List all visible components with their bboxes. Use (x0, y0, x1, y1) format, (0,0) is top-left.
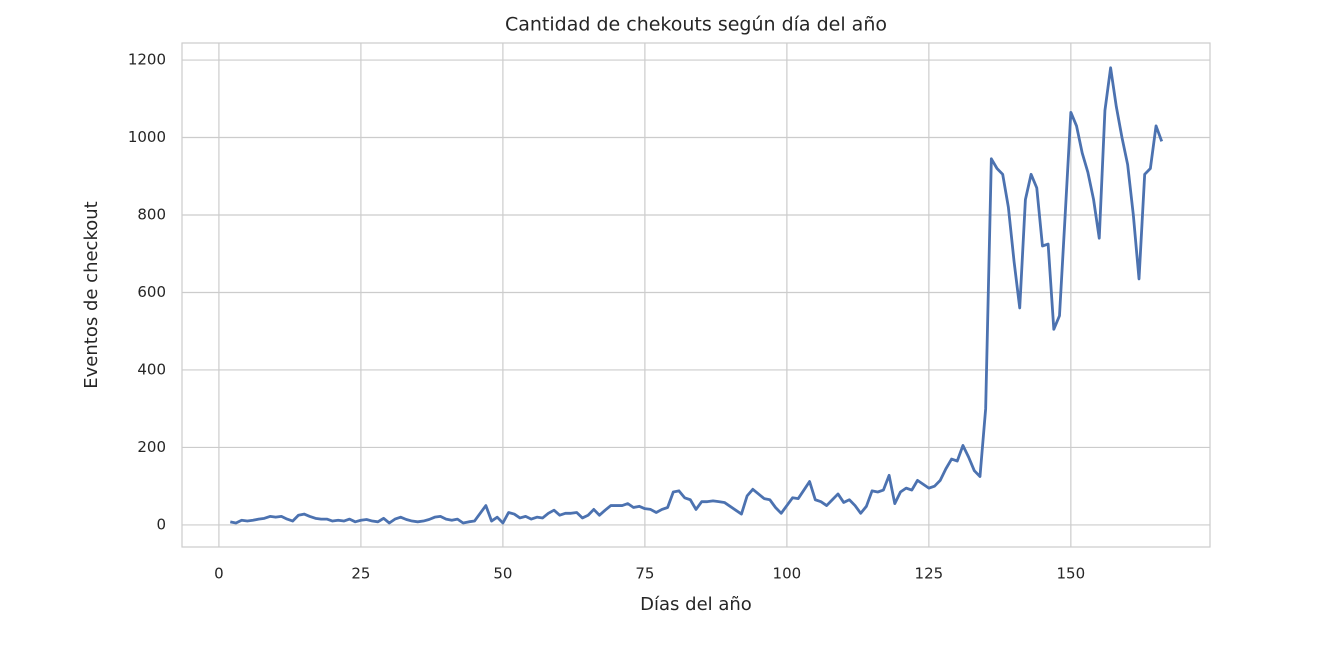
y-axis-label: Eventos de checkout (81, 201, 102, 388)
y-tick-label: 200 (137, 438, 166, 456)
x-tick-label: 125 (915, 565, 944, 583)
y-tick-label: 600 (137, 283, 166, 301)
x-tick-label: 25 (351, 565, 370, 583)
y-tick-label: 0 (156, 515, 166, 533)
x-tick-label: 0 (214, 565, 224, 583)
x-tick-label: 50 (493, 565, 512, 583)
x-tick-label: 150 (1057, 565, 1086, 583)
plot-frame (181, 42, 1211, 548)
y-tick-label: 1000 (128, 128, 166, 146)
x-tick-label: 75 (635, 565, 654, 583)
y-tick-label: 800 (137, 206, 166, 224)
chart-title: Cantidad de chekouts según día del año (505, 14, 887, 36)
data-line (229, 66, 1164, 525)
y-tick-label: 400 (137, 360, 166, 378)
x-axis-label: Días del año (640, 594, 752, 615)
x-tick-label: 100 (773, 565, 802, 583)
y-tick-label: 1200 (128, 51, 166, 69)
